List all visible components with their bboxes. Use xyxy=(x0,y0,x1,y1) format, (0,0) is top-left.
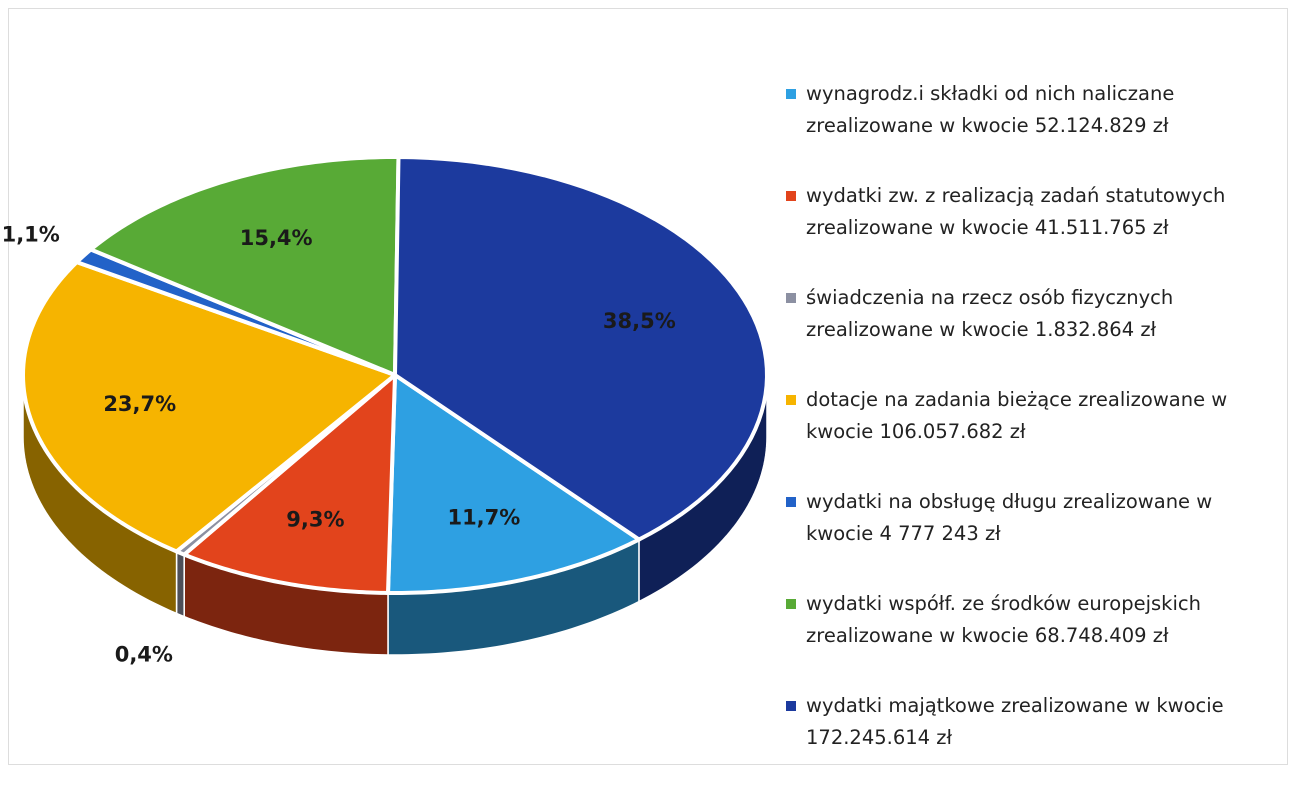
frame xyxy=(8,8,1288,765)
slice xyxy=(386,373,642,595)
legend-label: wydatki zw. z realizacją zadań statutowy… xyxy=(806,184,1226,239)
data-label: 15,4% xyxy=(240,226,313,250)
legend-swatch xyxy=(786,701,796,711)
legend-label: wydatki majątkowe zrealizowane w kwocie … xyxy=(806,694,1224,749)
legend-swatch xyxy=(786,191,796,201)
legend-swatch xyxy=(786,89,796,99)
legend-label: wydatki współf. ze środków europejskich … xyxy=(806,592,1201,647)
slice xyxy=(182,373,397,595)
legend-swatch xyxy=(786,497,796,507)
pie-chart: 11,7% 9,3% 0,4% 23,7% 1,1% 15,4% 38,5% xyxy=(2,155,769,666)
legend-swatch xyxy=(786,293,796,303)
legend-item: dotacje na zadania bieżące zrealizowane … xyxy=(782,384,1282,448)
legend-item: wydatki zw. z realizacją zadań statutowy… xyxy=(782,180,1282,244)
data-label: 38,5% xyxy=(603,309,676,333)
legend-label: dotacje na zadania bieżące zrealizowane … xyxy=(806,388,1228,443)
legend-label: wydatki na obsługę długu zrealizowane w … xyxy=(806,490,1213,545)
legend-item: wydatki na obsługę długu zrealizowane w … xyxy=(782,486,1282,550)
slice xyxy=(21,260,397,554)
legend-item: wydatki majątkowe zrealizowane w kwocie … xyxy=(782,690,1282,754)
legend-item: świadczenia na rzecz osób fizycznych zre… xyxy=(782,282,1282,346)
slice-side xyxy=(175,550,185,618)
legend-swatch xyxy=(786,599,796,609)
legend-swatch xyxy=(786,395,796,405)
legend-item: wydatki współf. ze środków europejskich … xyxy=(782,588,1282,652)
data-label: 1,1% xyxy=(2,222,60,246)
slice xyxy=(393,155,769,542)
legend-label: wynagrodz.i składki od nich naliczane zr… xyxy=(806,82,1175,137)
legend: wynagrodz.i składki od nich naliczane zr… xyxy=(782,78,1282,792)
data-label: 0,4% xyxy=(115,642,173,666)
legend-label: świadczenia na rzecz osób fizycznych zre… xyxy=(806,286,1174,341)
data-label: 23,7% xyxy=(103,392,176,416)
data-label: 9,3% xyxy=(286,507,344,531)
legend-item: wynagrodz.i składki od nich naliczane zr… xyxy=(782,78,1282,142)
slice xyxy=(88,155,401,377)
data-label: 11,7% xyxy=(447,505,520,529)
